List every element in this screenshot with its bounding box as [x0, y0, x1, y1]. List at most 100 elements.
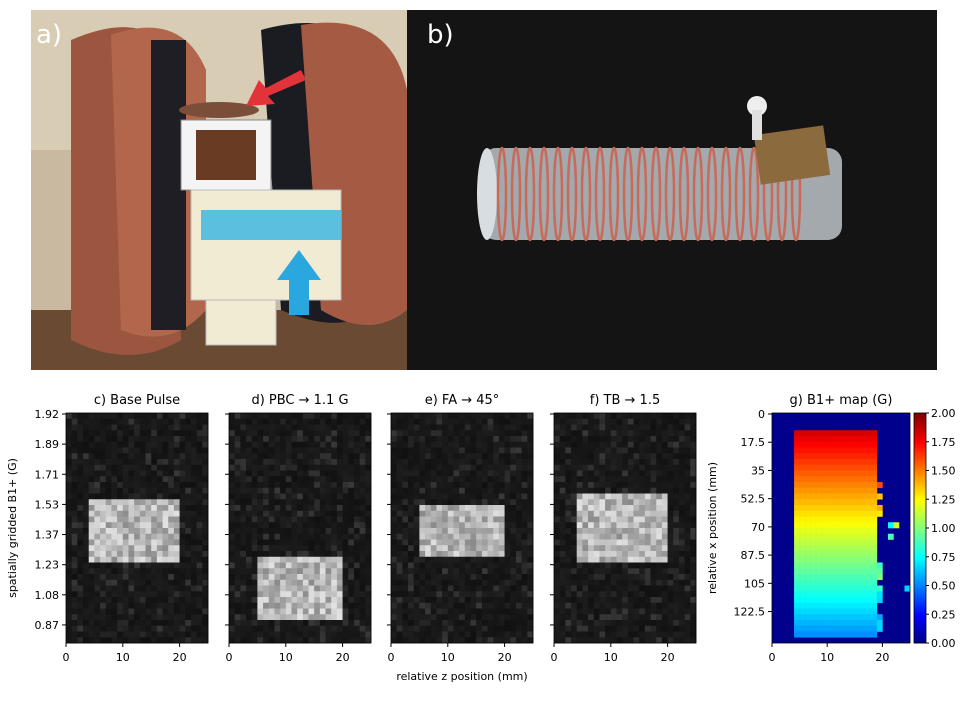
heatmap-cell: [302, 453, 309, 460]
heatmap-cell: [656, 539, 663, 546]
heatmap-cell: [190, 631, 197, 638]
heatmap-cell: [481, 436, 488, 443]
heatmap-cell: [690, 470, 697, 477]
heatmap-cell: [302, 516, 309, 523]
heatmap-cell: [151, 447, 158, 454]
heatmap-cell: [470, 556, 477, 563]
map-cell: [832, 545, 839, 552]
heatmap-cell: [639, 579, 646, 586]
map-cell: [865, 464, 872, 471]
map-cell: [827, 608, 834, 615]
heatmap-cell: [151, 591, 158, 598]
map-cell: [805, 516, 811, 523]
heatmap-cell: [599, 430, 606, 437]
map-cell: [805, 470, 811, 477]
colorbar-segment: [914, 442, 926, 446]
heatmap-cell: [515, 602, 522, 609]
heatmap-cell: [134, 459, 141, 466]
heatmap-cell: [599, 487, 606, 494]
heatmap-cell: [156, 464, 163, 471]
heatmap-cell: [331, 631, 338, 638]
heatmap-cell: [196, 430, 203, 437]
heatmap-cell: [66, 625, 72, 632]
heatmap-cell: [690, 602, 697, 609]
map-cell: [821, 505, 828, 512]
heatmap-cell: [582, 413, 589, 420]
heatmap-cell: [470, 464, 477, 471]
heatmap-cell: [622, 597, 629, 604]
heatmap-cell: [656, 510, 663, 517]
map-cell: [799, 510, 806, 517]
heatmap-cell: [622, 430, 629, 437]
heatmap-cell: [196, 562, 203, 569]
heatmap-cell: [308, 528, 315, 535]
heatmap-cell: [173, 637, 180, 644]
heatmap-cell: [599, 418, 606, 425]
map-cell: [799, 620, 806, 627]
map-cell: [794, 510, 800, 517]
heatmap-cell: [117, 522, 124, 529]
y-tick-label: 17.5: [741, 436, 766, 449]
heatmap-cell: [565, 556, 572, 563]
map-cell: [849, 464, 856, 471]
heatmap-cell: [459, 591, 466, 598]
heatmap-cell: [510, 545, 517, 552]
heatmap-cell: [678, 631, 685, 638]
heatmap-cell: [408, 585, 415, 592]
heatmap-cell: [240, 562, 247, 569]
heatmap-cell: [83, 614, 90, 621]
map-cell: [860, 602, 867, 609]
heatmap-cell: [190, 602, 197, 609]
heatmap-cell: [610, 413, 617, 420]
heatmap-cell: [616, 574, 623, 581]
map-cell: [871, 608, 878, 615]
map-cell: [865, 430, 872, 437]
heatmap-cell: [297, 516, 304, 523]
heatmap-cell: [297, 545, 304, 552]
heatmap-cell: [644, 505, 651, 512]
heatmap-cell: [111, 597, 118, 604]
heatmap-cell: [168, 505, 175, 512]
map-cell: [832, 447, 839, 454]
heatmap-cell: [453, 597, 460, 604]
heatmap-cell: [470, 591, 477, 598]
heatmap-cell: [504, 579, 511, 586]
heatmap-cell: [527, 637, 534, 644]
map-cell: [821, 516, 828, 523]
heatmap-cell: [331, 551, 338, 558]
heatmap-cell: [128, 453, 135, 460]
heatmap-cell: [156, 453, 163, 460]
map-cell: [854, 533, 861, 540]
heatmap-cell: [639, 436, 646, 443]
heatmap-cell: [599, 533, 606, 540]
heatmap-cell: [162, 510, 169, 517]
heatmap-cell: [605, 585, 612, 592]
map-cell: [860, 453, 867, 460]
heatmap-cell: [162, 493, 169, 500]
heatmap-cell: [365, 436, 372, 443]
map-cell: [871, 453, 878, 460]
heatmap-cell: [616, 447, 623, 454]
heatmap-cell: [476, 453, 483, 460]
map-cell: [849, 597, 856, 604]
heatmap-cell: [481, 533, 488, 540]
heatmap-cell: [650, 499, 657, 506]
heatmap-cell: [453, 510, 460, 517]
heatmap-cell: [576, 568, 583, 575]
colorbar-segment: [914, 608, 926, 612]
heatmap-cell: [359, 579, 366, 586]
heatmap-cell: [314, 505, 321, 512]
heatmap-cell: [644, 441, 651, 448]
heatmap-cell: [599, 579, 606, 586]
heatmap-cell: [168, 620, 175, 627]
heatmap-cell: [285, 620, 292, 627]
heatmap-cell: [627, 591, 634, 598]
heatmap-cell: [599, 528, 606, 535]
heatmap-cell: [185, 476, 192, 483]
heatmap-cell: [190, 614, 197, 621]
heatmap-cell: [633, 522, 640, 529]
colorbar-segment: [914, 488, 926, 492]
heatmap-cell: [251, 591, 258, 598]
heatmap-cell: [515, 591, 522, 598]
heatmap-cell: [487, 597, 494, 604]
